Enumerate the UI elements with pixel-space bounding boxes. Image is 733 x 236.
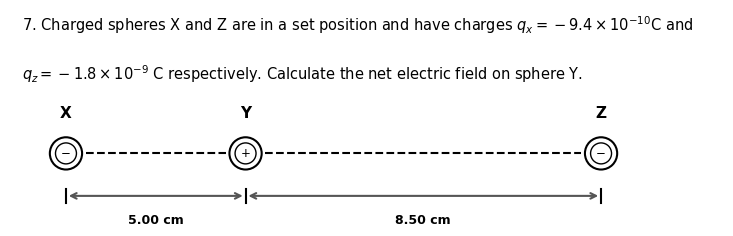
Text: X: X bbox=[60, 106, 72, 121]
Text: 7. Charged spheres X and Z are in a set position and have charges $q_x = -9.4 \t: 7. Charged spheres X and Z are in a set … bbox=[22, 14, 693, 36]
Text: 8.50 cm: 8.50 cm bbox=[396, 214, 451, 227]
Text: $q_z = -1.8 \times 10^{-9}$ C respectively. Calculate the net electric field on : $q_z = -1.8 \times 10^{-9}$ C respective… bbox=[22, 64, 583, 85]
Text: −: − bbox=[61, 147, 71, 160]
Text: +: + bbox=[240, 147, 251, 160]
Text: Y: Y bbox=[240, 106, 251, 121]
Text: Z: Z bbox=[595, 106, 607, 121]
Text: 5.00 cm: 5.00 cm bbox=[128, 214, 184, 227]
Text: −: − bbox=[596, 147, 606, 160]
